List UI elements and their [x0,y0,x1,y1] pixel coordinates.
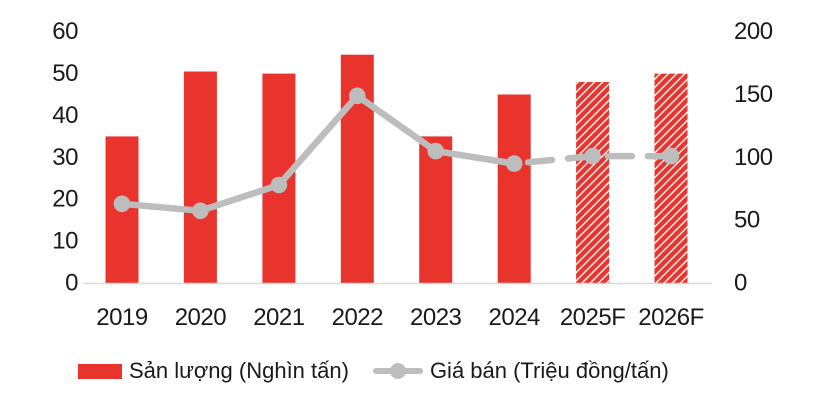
price-line-swatch-dot [389,363,406,379]
legend-item-price: Giá bán (Triệu đồng/tấn) [372,358,669,384]
price-point-2023 [427,142,445,160]
x-axis-label-2022: 2022 [332,304,384,331]
price-legend-label: Giá bán (Triệu đồng/tấn) [429,358,669,383]
price-point-2024 [505,155,523,172]
right-axis-tick-100: 100 [734,144,773,171]
price-point-2019 [113,195,131,213]
bar-2020 [183,71,217,283]
price-line-swatch [372,362,423,380]
price-point-2020 [192,202,209,220]
x-axis-label-2025F: 2025F [560,304,626,331]
production-legend-label: Sản lượng (Nghìn tấn) [129,358,349,383]
production-price-combo-chart: 0 10 20 30 40 50 60 0 50 100 150 200 2019 2020 2021 202… [52,18,773,331]
price-point-2026F [662,147,680,165]
forecast-bar-2026F [654,73,688,283]
left-axis-tick-10: 10 [52,228,78,255]
price-point-2022 [349,87,366,105]
x-axis-label-2024: 2024 [489,304,541,331]
left-axis-tick-30: 30 [52,144,78,171]
bar-2023 [419,136,453,283]
bar-2024 [497,94,531,283]
x-axis-label-2026F: 2026F [638,304,704,331]
left-axis-tick-60: 60 [52,18,78,45]
x-axis-label-2020: 2020 [175,304,227,331]
left-axis-tick-20: 20 [52,186,78,213]
right-axis-tick-150: 150 [734,81,773,108]
price-line-solid [118,92,518,215]
left-axis-tick-0: 0 [65,270,78,297]
legend: Sản lượng (Nghìn tấn) Giá bán (Triệu đồn… [78,358,669,384]
x-axis-label-2021: 2021 [253,304,305,331]
right-axis-tick-50: 50 [734,207,760,234]
production-bar-swatch [78,363,122,379]
x-axis-label-2023: 2023 [410,304,462,331]
left-axis-tick-50: 50 [52,60,78,87]
left-axis-tick-40: 40 [52,102,78,129]
forecast-bar-2025F [576,82,610,283]
right-axis-tick-200: 200 [734,18,773,45]
legend-item-production: Sản lượng (Nghìn tấn) [78,358,349,384]
price-point-2025F [584,147,601,165]
x-axis-label-2019: 2019 [96,304,148,331]
right-axis-tick-0: 0 [734,270,747,297]
price-point-2021 [270,176,288,194]
